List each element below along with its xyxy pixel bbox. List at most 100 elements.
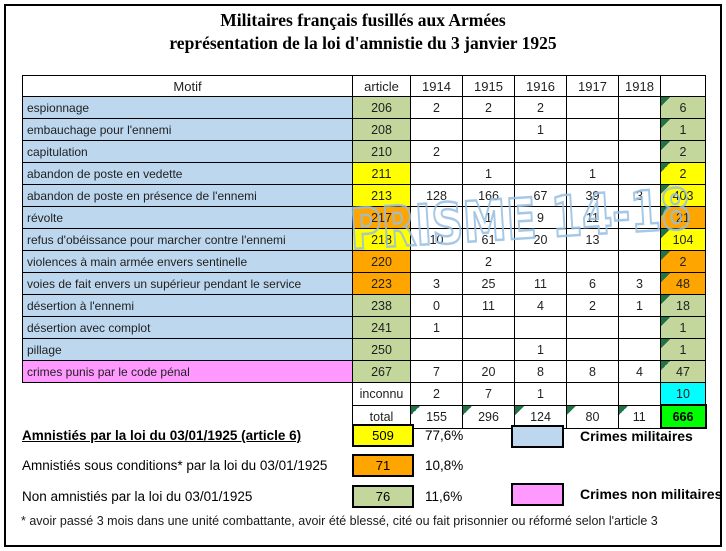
year-value-cell: 7 [462, 382, 515, 406]
year-value-cell: 0 [410, 294, 463, 317]
year-value-cell: 11 [618, 404, 661, 429]
col-header [660, 75, 706, 97]
motif-cell: désertion à l'ennemi [22, 294, 353, 317]
article-cell: 211 [352, 162, 411, 185]
summary-label: Non amnistiés par la loi du 03/01/1925 [22, 489, 253, 504]
table-row: révolte 217 1 9 11 21 [22, 206, 706, 229]
year-value-cell: 3 [618, 272, 661, 295]
year-value-cell: 2 [514, 96, 567, 119]
crime-type-legend: Crimes militaires Crimes non militaires [511, 425, 723, 515]
formula-marker-triangle [661, 339, 670, 348]
year-value-cell [410, 250, 463, 273]
year-value-cell [566, 140, 619, 163]
article-cell: 217 [352, 206, 411, 229]
year-value-cell: 11 [566, 206, 619, 229]
year-value-cell [618, 382, 661, 406]
article-cell: 210 [352, 140, 411, 163]
figure-title: Militaires français fusillés aux Armées … [0, 9, 726, 55]
total-cell: 2 [660, 162, 706, 185]
data-table: Motif article 1914 1915 1916 1917 1918 espionna… [22, 75, 707, 429]
year-value-cell: 61 [462, 228, 515, 251]
year-value-cell: 128 [410, 184, 463, 207]
year-value-cell [566, 338, 619, 361]
formula-marker-triangle [661, 317, 670, 326]
article-cell: 223 [352, 272, 411, 295]
year-value-cell: 25 [462, 272, 515, 295]
year-value-cell: 20 [462, 360, 515, 383]
legend-color-box [511, 483, 564, 506]
year-value-cell [410, 338, 463, 361]
header-row: Motif article 1914 1915 1916 1917 1918 [22, 75, 706, 97]
year-value-cell [618, 316, 661, 339]
formula-marker-triangle [661, 229, 670, 238]
year-value-cell [618, 228, 661, 251]
year-value-cell: 8 [566, 360, 619, 383]
year-value-cell: 1 [462, 162, 515, 185]
total-cell: 47 [660, 360, 706, 383]
table-row: violences à main armée envers sentinelle… [22, 250, 706, 273]
formula-marker-triangle [661, 119, 670, 128]
summary-label: Amnistiés par la loi du 03/01/1925 (arti… [22, 428, 302, 443]
year-value-cell: 2 [410, 382, 463, 406]
summary-value: 76 [375, 489, 391, 504]
total-cell: 104 [660, 228, 706, 251]
total-cell: 18 [660, 294, 706, 317]
formula-marker-triangle [661, 185, 670, 194]
year-value-cell [462, 316, 515, 339]
year-value-cell [618, 96, 661, 119]
formula-marker-triangle [515, 406, 524, 415]
year-value-cell: 9 [514, 206, 567, 229]
year-value-cell: 11 [514, 272, 567, 295]
year-value-cell [462, 140, 515, 163]
year-value-cell [514, 162, 567, 185]
col-header: article [352, 75, 411, 97]
table-row: voies de fait envers un supérieur pendan… [22, 272, 706, 295]
formula-marker-triangle [567, 406, 576, 415]
total-cell: 21 [660, 206, 706, 229]
footnote: * avoir passé 3 mois dans une unité comb… [21, 514, 658, 528]
total-cell: 2 [660, 140, 706, 163]
year-value-cell [566, 250, 619, 273]
motif-cell: abandon de poste en vedette [22, 162, 353, 185]
table-row: désertion avec complot 241 1 1 [22, 316, 706, 339]
summary-label: Amnistiés sous conditions* par la loi du… [22, 458, 328, 473]
year-value-cell [618, 118, 661, 141]
summary-value-box: 71 [352, 454, 414, 477]
year-value-cell: 3 [618, 184, 661, 207]
year-value-cell [618, 140, 661, 163]
year-value-cell [514, 250, 567, 273]
year-value-cell: 7 [410, 360, 463, 383]
empty-cell [22, 405, 353, 428]
formula-marker-triangle [463, 406, 472, 415]
article-cell: 241 [352, 316, 411, 339]
col-header: 1918 [618, 75, 661, 97]
summary-row: Amnistiés par la loi du 03/01/1925 (arti… [22, 424, 502, 447]
formula-marker-triangle [661, 207, 670, 216]
legend-item: Crimes non militaires [511, 483, 723, 506]
article-cell: 206 [352, 96, 411, 119]
year-value-cell: 155 [410, 404, 463, 429]
total-cell: 6 [660, 96, 706, 119]
motif-cell: désertion avec complot [22, 316, 353, 339]
summary-percent: 11,6% [425, 489, 463, 504]
year-value-cell: 2 [410, 96, 463, 119]
summary-row: Non amnistiés par la loi du 03/01/1925 7… [22, 485, 502, 508]
year-value-cell: 80 [566, 404, 619, 429]
total-cell: 1 [660, 316, 706, 339]
year-value-cell: 1 [410, 316, 463, 339]
formula-marker-triangle [661, 141, 670, 150]
total-cell: 48 [660, 272, 706, 295]
motif-cell: révolte [22, 206, 353, 229]
amnesty-summary: Amnistiés par la loi du 03/01/1925 (arti… [22, 424, 502, 514]
formula-marker-triangle [661, 361, 670, 370]
legend-label: Crimes non militaires [580, 486, 723, 502]
year-value-cell: 296 [462, 404, 515, 429]
year-value-cell [566, 96, 619, 119]
row-label-cell: inconnu [352, 382, 411, 406]
year-value-cell: 166 [462, 184, 515, 207]
table-row: capitulation 210 2 2 [22, 140, 706, 163]
empty-cell [22, 382, 353, 405]
motif-cell: refus d'obéissance pour marcher contre l… [22, 228, 353, 251]
motif-cell: embauchage pour l'ennemi [22, 118, 353, 141]
total-cell: 2 [660, 250, 706, 273]
